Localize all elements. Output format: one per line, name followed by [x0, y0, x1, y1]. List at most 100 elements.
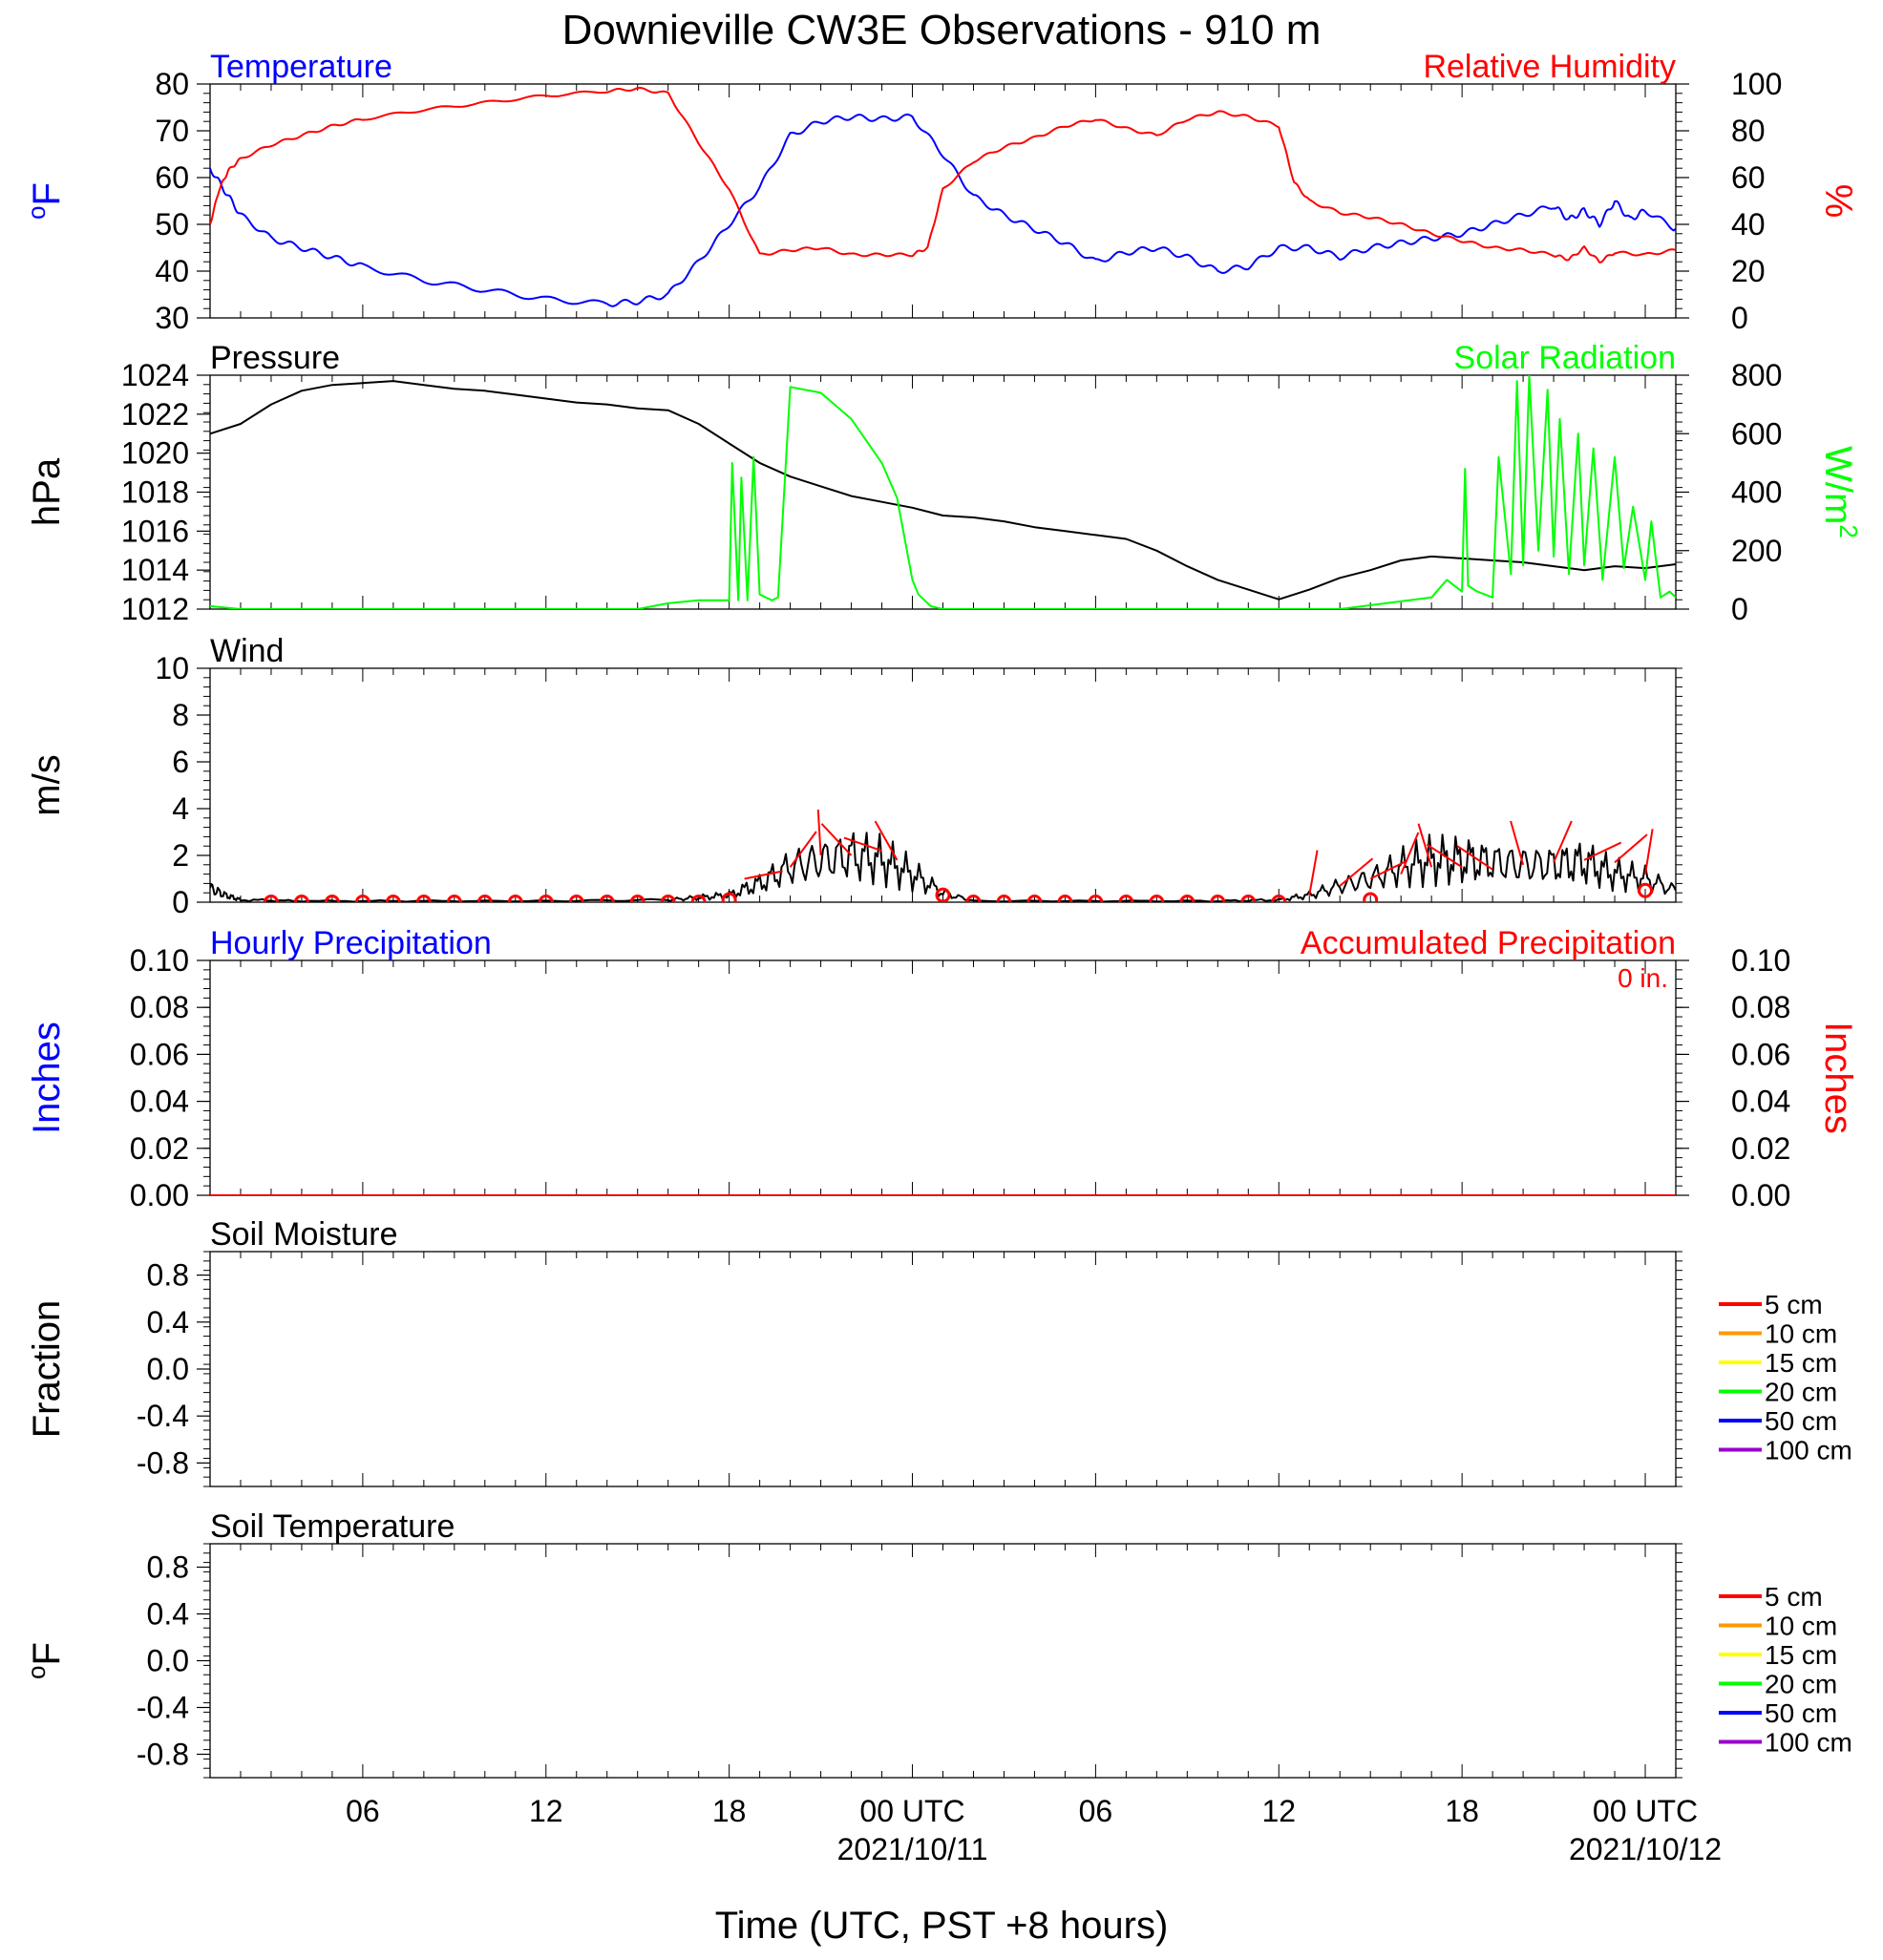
- y-left-axis-label: hPa: [26, 457, 68, 526]
- calm-wind-marker: [324, 895, 340, 902]
- y-left-tick-label: 0.04: [130, 1085, 189, 1119]
- y-right-tick-label: 200: [1731, 534, 1782, 568]
- y-left-tick-label: 2: [172, 838, 189, 873]
- y-right-tick-label: 40: [1731, 207, 1766, 242]
- calm-wind-marker: [263, 895, 279, 902]
- y-left-tick-label: 70: [155, 114, 189, 148]
- chart-title: Downieville CW3E Observations - 910 m: [562, 7, 1322, 53]
- series-line-wind: [210, 832, 1676, 902]
- y-left-tick-label: 4: [172, 791, 189, 826]
- wind-barb: [1339, 857, 1374, 887]
- y-right-tick-label: 0.02: [1731, 1131, 1790, 1166]
- y-right-tick-label: 20: [1731, 254, 1766, 288]
- panel-title-right: Solar Radiation: [1454, 340, 1676, 376]
- legend-label: 20 cm: [1765, 1378, 1837, 1407]
- calm-wind-marker: [293, 895, 309, 902]
- wind-barb: [1369, 859, 1408, 880]
- legend-label: 5 cm: [1765, 1582, 1823, 1612]
- x-tick-label: 18: [1445, 1794, 1479, 1828]
- y-right-axis-label: %: [1817, 184, 1859, 219]
- series-line-relative-humidity: [210, 86, 1676, 263]
- wind-barb: [1583, 841, 1622, 861]
- wind-barb: [820, 823, 853, 856]
- y-left-axis-label: Inches: [26, 1022, 68, 1134]
- y-left-tick-label: 1012: [121, 592, 189, 626]
- calm-wind-marker: [1271, 895, 1287, 902]
- calm-wind-marker: [568, 895, 584, 902]
- wind-barb: [1426, 843, 1463, 869]
- calm-wind-marker: [538, 895, 554, 902]
- panel-title-left: Soil Moisture: [210, 1216, 398, 1253]
- x-axis-label: Time (UTC, PST +8 hours): [715, 1905, 1169, 1947]
- y-left-tick-label: 0.8: [147, 1258, 189, 1293]
- y-left-tick-label: -0.8: [137, 1738, 189, 1772]
- legend-label: 50 cm: [1765, 1698, 1837, 1728]
- y-left-tick-label: 0.0: [147, 1352, 189, 1386]
- y-left-tick-label: 0.08: [130, 990, 189, 1024]
- calm-wind-marker: [1240, 895, 1257, 902]
- x-tick-label: 06: [346, 1794, 380, 1828]
- y-left-axis-label: Fraction: [26, 1300, 68, 1439]
- panel-frame-precip: [209, 959, 1677, 1196]
- x-tick-label: 18: [712, 1794, 747, 1828]
- legend-label: 10 cm: [1765, 1612, 1837, 1641]
- calm-wind-marker: [1363, 892, 1379, 902]
- calm-wind-marker: [385, 895, 401, 902]
- y-right-tick-label: 400: [1731, 475, 1782, 510]
- series-line-temperature: [210, 113, 1676, 307]
- series-group-wind: [210, 810, 1676, 902]
- panel-frame-soil_moist: [209, 1251, 1677, 1487]
- y-right-tick-label: 0.08: [1731, 990, 1790, 1024]
- calm-wind-marker: [1210, 895, 1226, 902]
- wind-barb: [789, 831, 817, 868]
- y-left-tick-label: 6: [172, 745, 189, 779]
- legend-label: 100 cm: [1765, 1728, 1852, 1758]
- y-left-tick-label: 80: [155, 67, 189, 101]
- panel-title-left: Pressure: [210, 340, 340, 376]
- wind-barb: [1400, 832, 1420, 875]
- y-right-tick-label: 60: [1731, 160, 1766, 195]
- y-right-axis-label: W/m2: [1817, 446, 1863, 538]
- calm-wind-marker: [935, 887, 951, 902]
- wind-barb: [843, 836, 882, 853]
- wind-barb: [1457, 845, 1493, 871]
- y-right-tick-label: 0.00: [1731, 1178, 1790, 1212]
- y-left-tick-label: 0: [172, 885, 189, 919]
- calm-wind-marker: [996, 895, 1012, 902]
- legend-label: 5 cm: [1765, 1290, 1823, 1319]
- wind-barb: [1308, 850, 1319, 896]
- wind-barb: [744, 870, 783, 880]
- legend-label: 15 cm: [1765, 1640, 1837, 1670]
- wind-barb: [1417, 823, 1433, 868]
- panel-title-left: Soil Temperature: [210, 1508, 455, 1545]
- x-tick-label: 12: [529, 1794, 563, 1828]
- y-left-tick-label: 1024: [121, 358, 189, 392]
- calm-wind-marker: [1057, 895, 1073, 902]
- y-left-axis-label: oF: [22, 182, 68, 220]
- series-group-temp_rh: [210, 86, 1676, 307]
- y-right-tick-label: 600: [1731, 416, 1782, 451]
- calm-wind-marker: [1638, 882, 1654, 898]
- wind-barb: [1614, 833, 1648, 864]
- panel-title-left: Hourly Precipitation: [210, 925, 492, 961]
- y-right-tick-label: 0.04: [1731, 1085, 1790, 1119]
- legend-label: 100 cm: [1765, 1436, 1852, 1465]
- panel-frame-press_solar: [209, 374, 1677, 610]
- panel-title-left: Temperature: [210, 49, 392, 85]
- y-left-tick-label: 0.06: [130, 1037, 189, 1071]
- y-left-tick-label: 0.10: [130, 943, 189, 978]
- calm-wind-marker: [415, 895, 432, 902]
- y-left-tick-label: 1014: [121, 553, 189, 587]
- y-left-tick-label: 50: [155, 207, 189, 242]
- y-right-tick-label: 0: [1731, 592, 1748, 626]
- y-left-tick-label: 0.4: [147, 1597, 189, 1632]
- y-left-tick-label: 30: [155, 301, 189, 335]
- calm-wind-marker: [721, 892, 737, 902]
- y-right-tick-label: 0.10: [1731, 943, 1790, 978]
- y-left-tick-label: 1022: [121, 397, 189, 432]
- legend-label: 50 cm: [1765, 1406, 1837, 1436]
- y-left-tick-label: 0.4: [147, 1305, 189, 1339]
- legend-label: 10 cm: [1765, 1319, 1837, 1349]
